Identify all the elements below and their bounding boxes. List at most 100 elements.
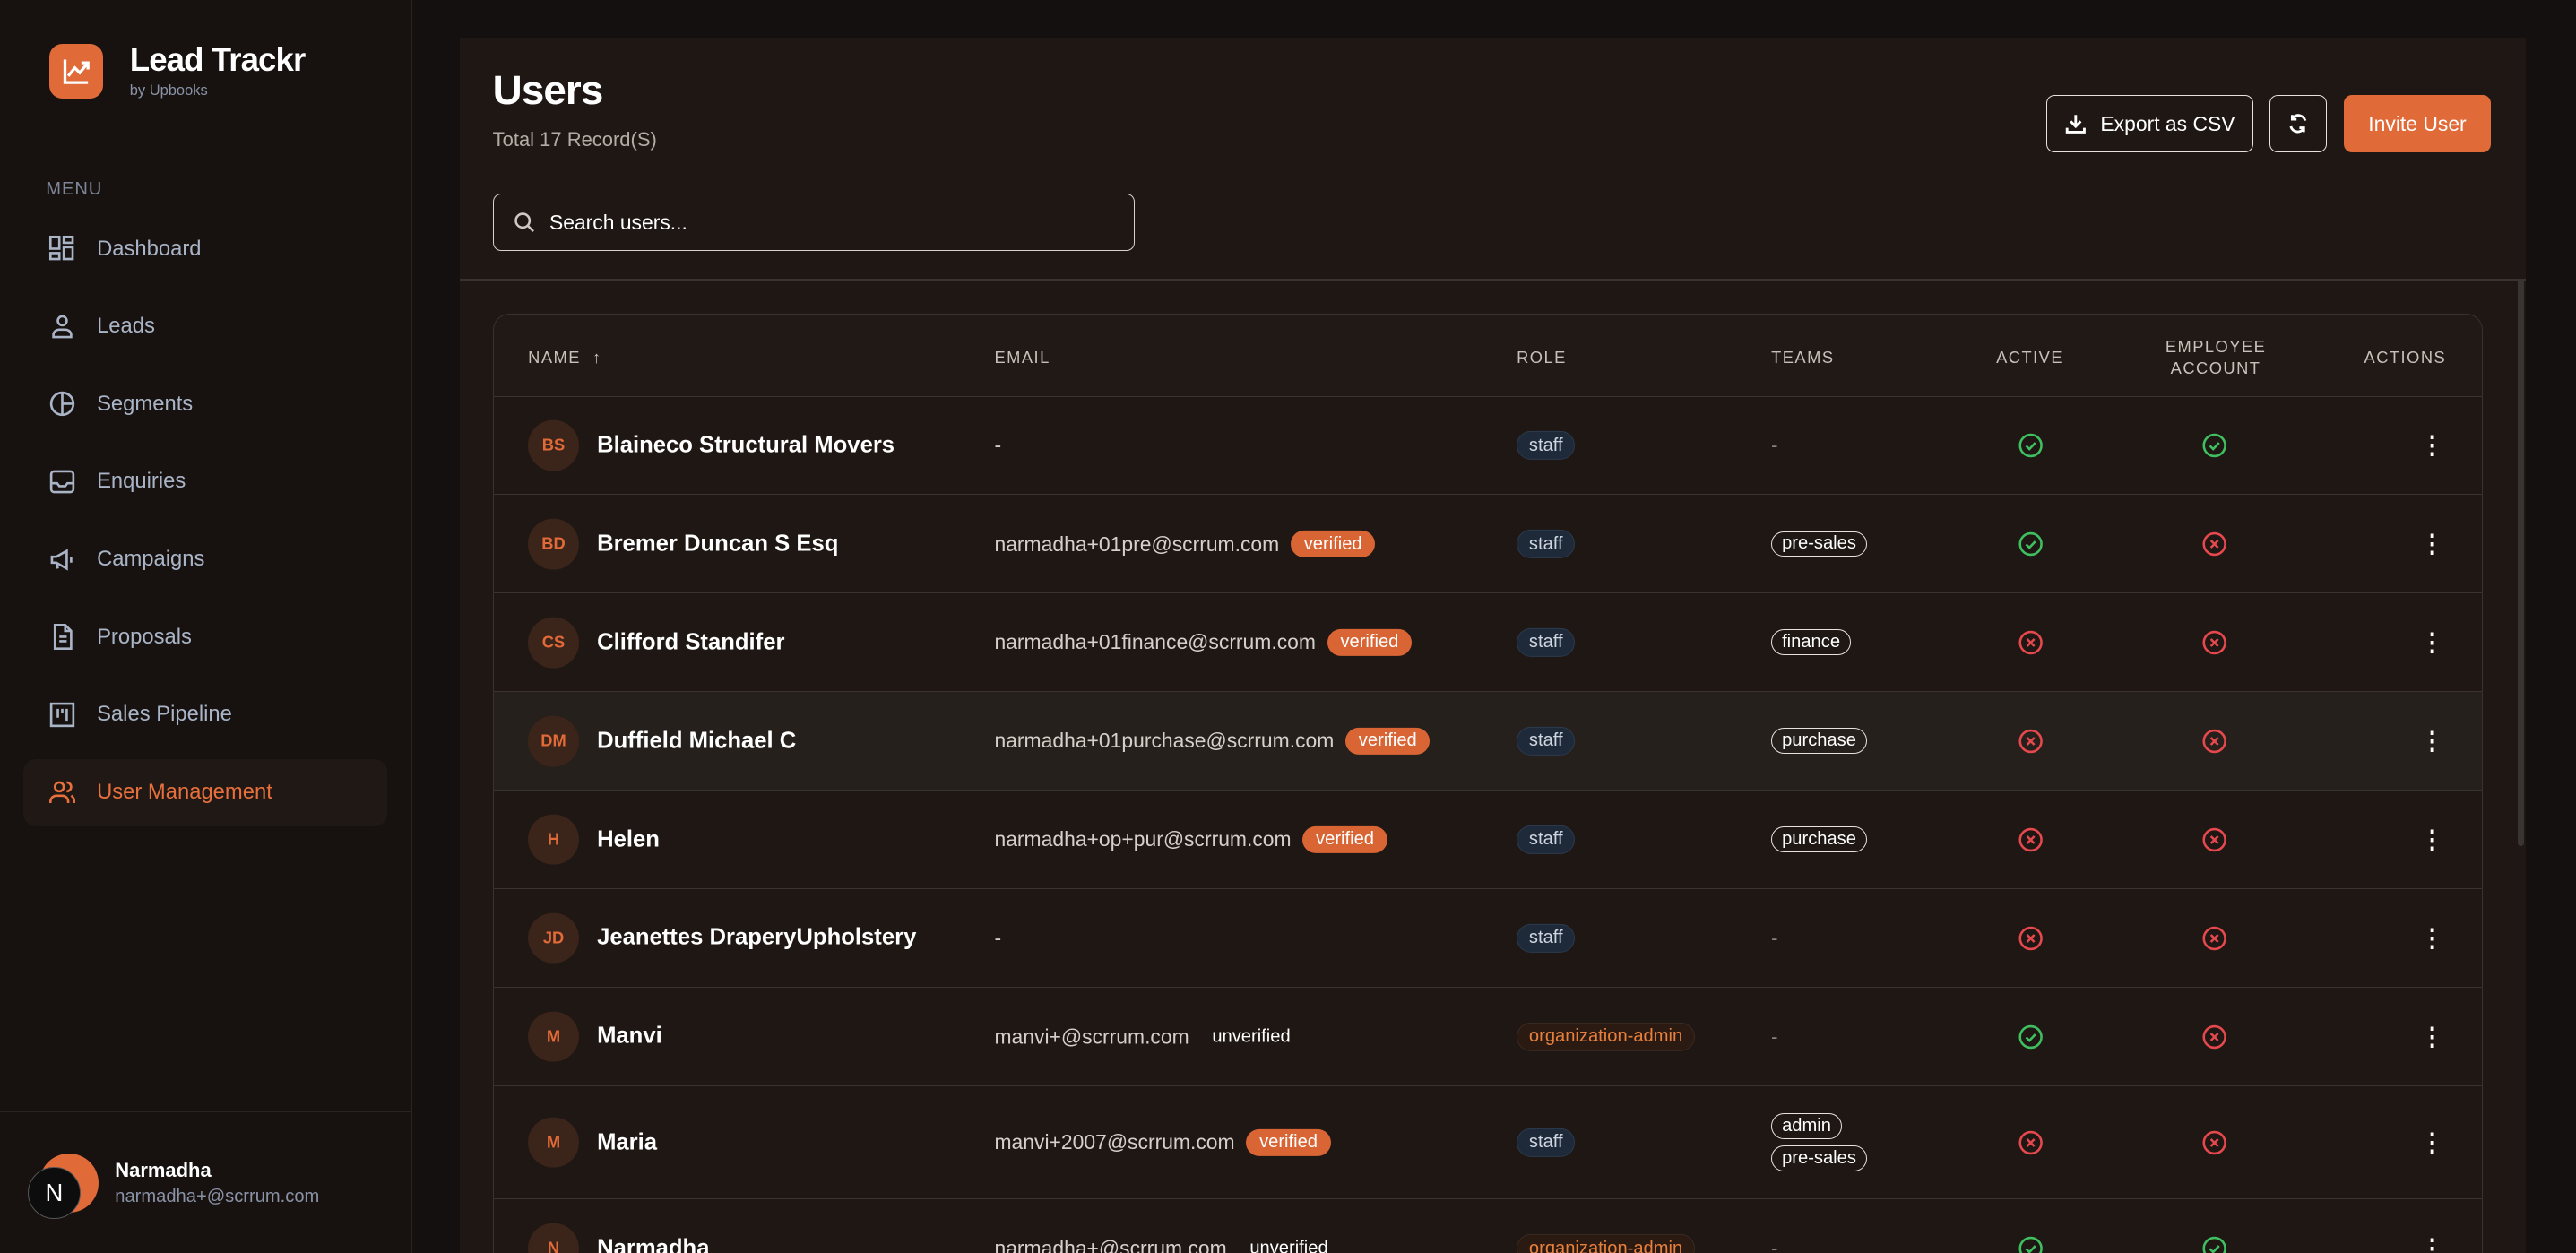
- x-circle-icon: [2018, 827, 2043, 851]
- divider: [460, 279, 2526, 281]
- x-circle-icon: [2202, 1024, 2226, 1049]
- current-user[interactable]: N Narmadha narmadha+@scrrum.com: [0, 1111, 412, 1253]
- record-count: Total 17 Record(S): [492, 127, 657, 151]
- employee-account-status: [2201, 1024, 2227, 1050]
- user-email: narmadha+01pre@scrrum.com: [994, 531, 1280, 556]
- sidebar-item-label: Proposals: [97, 624, 192, 649]
- sidebar-item-campaigns[interactable]: Campaigns: [23, 526, 388, 593]
- active-status: [2018, 728, 2044, 754]
- refresh-button[interactable]: [2269, 95, 2328, 153]
- sidebar-item-proposals[interactable]: Proposals: [23, 603, 388, 670]
- verified-badge: verified: [1291, 530, 1376, 558]
- scrollbar[interactable]: [2517, 279, 2525, 846]
- table-row[interactable]: DM Duffield Michael C narmadha+01purchase…: [493, 692, 2483, 791]
- table-row[interactable]: JD Jeanettes DraperyUpholstery - staff - …: [493, 889, 2483, 989]
- employee-account-status: [2201, 432, 2227, 458]
- verified-badge: verified: [1246, 1128, 1331, 1156]
- dashboard-icon: [49, 236, 74, 261]
- main-panel: Users Total 17 Record(S) Export as CSV I…: [460, 38, 2526, 1253]
- active-status: [2018, 432, 2044, 458]
- x-circle-icon: [2202, 827, 2226, 851]
- employee-account-status: [2201, 531, 2227, 557]
- x-circle-icon: [2202, 1130, 2226, 1154]
- active-status: [2018, 1129, 2044, 1155]
- user-name: Blaineco Structural Movers: [597, 432, 895, 458]
- menu-label: MENU: [46, 178, 103, 199]
- active-status: [2018, 531, 2044, 557]
- sidebar-item-segments[interactable]: Segments: [23, 370, 388, 437]
- role-badge: staff: [1517, 529, 1576, 559]
- table-body[interactable]: BS Blaineco Structural Movers - staff - ⋮…: [493, 397, 2483, 1253]
- user-email: narmadha+01purchase@scrrum.com: [994, 729, 1335, 753]
- more-actions-icon[interactable]: ⋮: [2419, 627, 2445, 656]
- sidebar-item-dashboard[interactable]: Dashboard: [23, 215, 388, 282]
- user-email: manvi+@scrrum.com: [994, 1024, 1189, 1049]
- employee-account-status: [2201, 826, 2227, 852]
- active-status: [2018, 925, 2044, 951]
- employee-account-status: [2201, 728, 2227, 754]
- invite-user-button[interactable]: Invite User: [2343, 95, 2492, 153]
- export-csv-button[interactable]: Export as CSV: [2045, 95, 2253, 153]
- sidebar-item-user-management[interactable]: User Management: [22, 758, 388, 826]
- check-circle-icon: [2018, 531, 2043, 557]
- sidebar-item-label: Campaigns: [97, 547, 205, 572]
- column-actions: ACTIONS: [2364, 347, 2447, 367]
- search-input[interactable]: [549, 210, 1092, 235]
- empty-teams: -: [1771, 926, 1778, 949]
- more-actions-icon[interactable]: ⋮: [2419, 430, 2445, 459]
- sidebar-item-label: User Management: [97, 780, 272, 805]
- more-actions-icon[interactable]: ⋮: [2419, 1022, 2445, 1050]
- search-box[interactable]: [492, 194, 1136, 252]
- download-icon: [2065, 115, 2086, 134]
- role-badge: staff: [1517, 430, 1576, 461]
- team-badge: finance: [1771, 629, 1852, 656]
- more-actions-icon[interactable]: ⋮: [2419, 1128, 2445, 1156]
- sidebar-item-label: Segments: [97, 391, 194, 416]
- role-badge: organization-admin: [1517, 1233, 1696, 1253]
- table-row[interactable]: CS Clifford Standifer narmadha+01finance@…: [493, 593, 2483, 693]
- column-name[interactable]: NAME ↑: [528, 347, 602, 367]
- more-actions-icon[interactable]: ⋮: [2419, 726, 2445, 755]
- sidebar-item-leads[interactable]: Leads: [23, 293, 388, 360]
- logo-icon: [48, 44, 104, 99]
- kanban-icon: [49, 702, 75, 728]
- x-circle-icon: [2018, 630, 2043, 655]
- more-actions-icon[interactable]: ⋮: [2419, 529, 2445, 557]
- pie-chart-icon: [49, 392, 75, 417]
- team-badge: pre-sales: [1771, 531, 1867, 557]
- user-name: Duffield Michael C: [597, 728, 797, 754]
- table-row[interactable]: BD Bremer Duncan S Esq narmadha+01pre@scr…: [493, 495, 2483, 594]
- user-name: Bremer Duncan S Esq: [597, 531, 839, 557]
- x-circle-icon: [2018, 1130, 2043, 1154]
- table-row[interactable]: M Manvi manvi+@scrrum.com unverified organ…: [493, 988, 2483, 1086]
- check-circle-icon: [2018, 1236, 2043, 1253]
- sidebar-item-enquiries[interactable]: Enquiries: [23, 448, 388, 515]
- verified-badge: verified: [1327, 628, 1413, 656]
- more-actions-icon[interactable]: ⋮: [2419, 923, 2445, 952]
- table-row[interactable]: H Helen narmadha+op+pur@scrrum.com verifie…: [493, 791, 2483, 890]
- employee-account-status: [2201, 1129, 2227, 1155]
- role-badge: staff: [1517, 627, 1576, 657]
- role-badge: staff: [1517, 923, 1576, 953]
- active-status: [2018, 1024, 2044, 1050]
- sidebar-nav: Dashboard Leads Segments Enquiries Campaigns…: [22, 215, 388, 836]
- sidebar-item-sales-pipeline[interactable]: Sales Pipeline: [23, 681, 388, 748]
- table-row[interactable]: N Narmadha narmadha+@scrrum.com unverified…: [494, 1199, 2483, 1253]
- unverified-badge: unverified: [1212, 1026, 1291, 1047]
- table-row[interactable]: M Maria manvi+2007@scrrum.com verified sta…: [493, 1086, 2483, 1200]
- sidebar: Lead Trackr by Upbooks MENU Dashboard Lea…: [0, 0, 412, 1253]
- x-circle-icon: [2202, 630, 2226, 655]
- avatar: DM: [528, 715, 579, 767]
- check-circle-icon: [2202, 433, 2226, 458]
- avatar: JD: [528, 912, 579, 964]
- role-badge: staff: [1517, 825, 1576, 854]
- users-table: NAME ↑ EMAIL ROLE TEAMS ACTIVE EMPLOYEE A…: [492, 313, 2484, 1253]
- more-actions-icon[interactable]: ⋮: [2419, 825, 2445, 853]
- user-name: Narmadha: [115, 1158, 212, 1181]
- more-actions-icon[interactable]: ⋮: [2419, 1233, 2445, 1253]
- x-circle-icon: [2018, 729, 2043, 753]
- active-status: [2018, 826, 2044, 852]
- table-row[interactable]: BS Blaineco Structural Movers - staff - ⋮: [493, 397, 2483, 496]
- user-email: narmadha+@scrrum.com: [994, 1236, 1227, 1253]
- column-active: ACTIVE: [1996, 347, 2064, 367]
